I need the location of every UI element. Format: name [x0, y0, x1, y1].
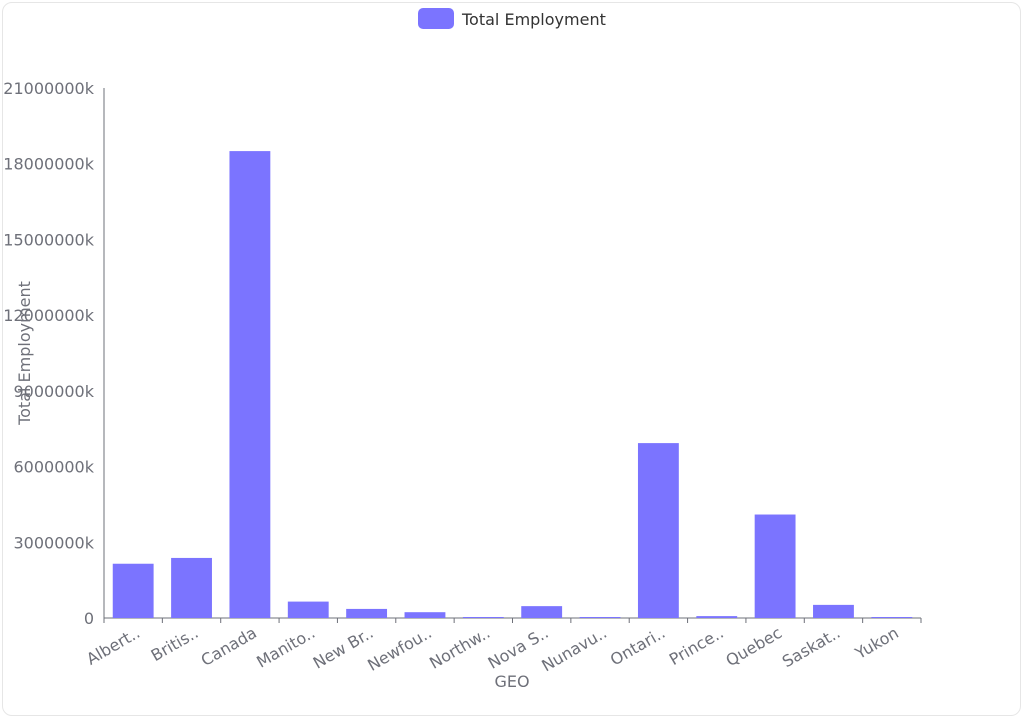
- bar[interactable]: [696, 616, 738, 618]
- x-tick-label: Newfou..: [364, 623, 435, 675]
- x-tick-label: Britis..: [148, 623, 202, 665]
- bar[interactable]: [346, 608, 388, 618]
- x-tick-label: Northw..: [426, 623, 493, 673]
- bar[interactable]: [579, 617, 621, 618]
- bar[interactable]: [404, 612, 446, 618]
- bar[interactable]: [287, 601, 329, 618]
- legend-label[interactable]: Total Employment: [461, 10, 606, 29]
- y-axis: 0 3000000k 6000000k 9000000k 12000000k 150000…: [3, 79, 105, 628]
- bar[interactable]: [637, 443, 679, 618]
- y-tick-label: 9000000k: [13, 382, 94, 401]
- bar[interactable]: [754, 514, 796, 618]
- bar[interactable]: [521, 606, 563, 618]
- x-tick-label: Quebec: [722, 623, 785, 670]
- x-tick-label: Nunavu..: [538, 623, 610, 675]
- bar[interactable]: [871, 617, 913, 618]
- y-tick-label: 3000000k: [13, 533, 94, 552]
- y-tick-label: 21000000k: [3, 79, 94, 98]
- x-tick-label: Manito..: [253, 623, 318, 672]
- bar[interactable]: [813, 604, 854, 618]
- y-tick-label: 12000000k: [3, 306, 94, 325]
- y-tick-label: 15000000k: [3, 230, 94, 249]
- bar[interactable]: [229, 151, 271, 618]
- x-tick-label: Yukon: [851, 623, 902, 663]
- x-tick-label: Saskat..: [779, 623, 844, 671]
- bar[interactable]: [171, 557, 212, 618]
- bar[interactable]: [462, 617, 504, 618]
- y-tick-label: 0: [84, 609, 94, 628]
- x-tick-label: New Br..: [310, 623, 377, 673]
- y-tick-label: 18000000k: [3, 155, 94, 174]
- x-tick-label: Ontari..: [607, 623, 668, 669]
- x-tick-label: Albert..: [83, 623, 143, 669]
- x-tick-label: Canada: [198, 623, 260, 670]
- y-axis-title: Total Employment: [15, 281, 34, 426]
- bar[interactable]: [112, 563, 154, 618]
- x-axis-title: GEO: [494, 672, 529, 691]
- x-tick-label: Prince..: [666, 623, 727, 669]
- legend[interactable]: Total Employment: [418, 8, 606, 29]
- y-tick-label: 6000000k: [13, 458, 94, 477]
- legend-swatch[interactable]: [418, 8, 454, 29]
- bars: [112, 151, 913, 618]
